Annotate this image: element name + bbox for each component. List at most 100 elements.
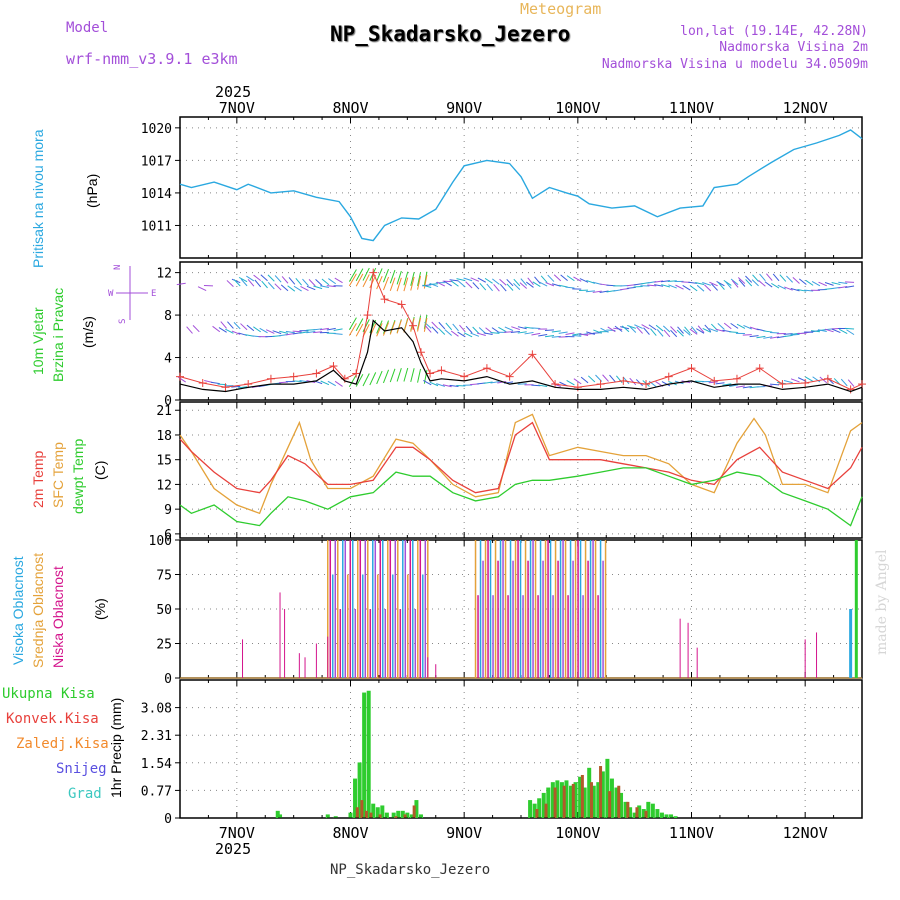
x-tick-label-bottom: 7NOV <box>219 824 255 842</box>
y-tick-label: 4 <box>164 352 172 367</box>
wind-arrow <box>622 376 630 385</box>
precip-bar-convective <box>360 800 364 818</box>
wind-arrow <box>738 279 746 287</box>
precip-bar-convective <box>378 814 382 818</box>
wind-arrow <box>200 324 206 331</box>
model-label: Model <box>66 20 109 36</box>
wind-arrow <box>797 289 807 292</box>
wind-arrow <box>265 329 275 334</box>
wind-arrow <box>683 329 691 336</box>
wind-arrow <box>376 323 383 337</box>
precip-bars <box>180 690 862 819</box>
wind-arrow <box>818 281 827 287</box>
wind-arrow <box>483 332 493 335</box>
precip-bar-total <box>418 814 423 818</box>
wind-arrow <box>689 328 698 335</box>
wind-arrow <box>812 376 821 383</box>
wind-arrow <box>745 275 753 283</box>
precip-bar-total <box>655 809 660 818</box>
wind-arrow <box>607 326 616 333</box>
x-tick-label-top: 9NOV <box>446 99 482 117</box>
legend-convective-rain: Konvek.Kisa <box>6 711 99 727</box>
y-tick-label: 15 <box>156 454 172 469</box>
precip-bar-total <box>409 814 414 818</box>
wind-arrow <box>668 284 677 289</box>
wind-arrow <box>472 282 480 290</box>
wind-arrow <box>180 328 186 335</box>
sfc-temp-line <box>179 413 863 515</box>
wind-arrow <box>417 275 422 290</box>
wind-arrow <box>531 384 541 387</box>
wind-arrow <box>670 326 678 334</box>
wind-arrow <box>540 275 548 283</box>
wind-arrow <box>362 274 370 288</box>
wind-arrow <box>424 325 432 333</box>
wind-arrow <box>207 323 213 330</box>
precip-bar-total <box>559 782 564 818</box>
y-tick-label: 0 <box>164 812 172 827</box>
precip-bar-total <box>650 803 655 818</box>
precip-bar-total <box>532 803 537 818</box>
precip-bar-convective <box>626 801 630 818</box>
wind-arrow <box>231 330 241 335</box>
wind-arrow <box>838 281 848 285</box>
wind-arrow <box>790 378 800 383</box>
wind-arrow <box>735 385 746 388</box>
wind-arrow <box>362 319 370 333</box>
wind-arrow <box>288 277 296 285</box>
wind-arrow <box>661 284 671 288</box>
wind-arrow <box>677 326 684 334</box>
wind-arrow <box>308 279 316 287</box>
precip-bar-convective <box>617 785 621 818</box>
wind-arrow <box>689 285 698 292</box>
precip-bar-total <box>596 782 601 818</box>
wind-arrow <box>220 282 227 288</box>
wind-arrow <box>326 327 336 331</box>
wind-arrow <box>730 322 739 329</box>
wind-arrow <box>718 282 725 290</box>
precip-bar-total <box>362 692 367 818</box>
wind-arrow <box>730 278 739 286</box>
wind-arrow <box>517 383 527 385</box>
wind-arrow <box>259 327 268 334</box>
wind-arrow <box>396 368 402 382</box>
wind-arrow <box>490 381 500 384</box>
wind-arrow <box>483 381 493 384</box>
y-tick-label: 12 <box>156 267 172 282</box>
wind-arrow <box>838 285 848 289</box>
precip-bar-total <box>333 816 338 818</box>
wind-arrow <box>784 286 793 291</box>
wind-arrow <box>396 319 402 334</box>
precip-bar-total <box>573 782 578 818</box>
wind-arrow <box>348 374 357 387</box>
wind-arrow <box>431 321 439 329</box>
precip-bar-total <box>673 816 678 818</box>
wind-arrow <box>513 278 521 287</box>
wind-arrow <box>191 288 199 291</box>
precip-bar-total <box>396 810 401 818</box>
wind-arrow <box>403 318 409 333</box>
wind-arrow <box>333 328 343 331</box>
precip-bar-total <box>632 812 637 818</box>
wind-arrow <box>253 326 261 333</box>
wind-arrow <box>376 370 383 385</box>
wind-arrow <box>281 276 289 284</box>
x-tick-label-top: 8NOV <box>332 99 368 117</box>
wind-arrow <box>783 379 793 384</box>
x-tick-label-top: 10NOV <box>555 99 600 117</box>
precip-bar-total <box>371 803 376 818</box>
wind-arrow <box>697 325 705 333</box>
t2m-line <box>179 421 863 494</box>
precip-bar-total <box>582 787 587 818</box>
legend-frozen-rain: Zaledj.Kisa <box>16 736 109 752</box>
wind-arrow <box>396 277 402 292</box>
elevation-label: Nadmorska Visina 2m <box>719 40 868 55</box>
wind-arrow <box>465 325 473 334</box>
x-tick-label-bottom: 12NOV <box>783 824 828 842</box>
wind-arrow <box>212 283 219 288</box>
wind-arrow <box>300 285 309 292</box>
wind-arrow <box>423 274 428 289</box>
wind-arrow <box>847 379 855 387</box>
wind-arrow <box>306 331 316 334</box>
